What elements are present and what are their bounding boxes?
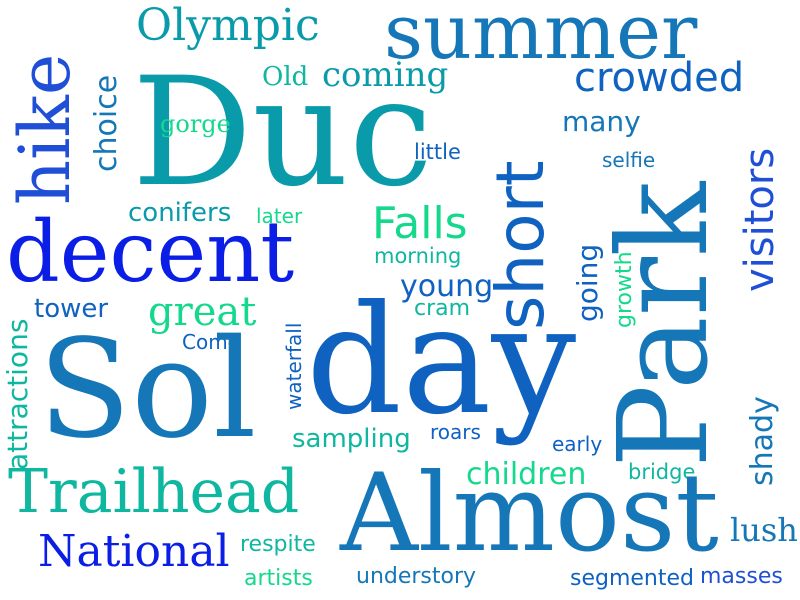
word-conifers: conifers [128, 198, 232, 228]
word-understory: understory [356, 564, 477, 589]
word-early: early [552, 432, 603, 456]
word-shady: shady [745, 396, 780, 486]
word-crowded: crowded [574, 55, 745, 101]
word-decent: decent [6, 203, 295, 301]
word-come: Come [182, 330, 240, 354]
word-young: young [400, 269, 494, 304]
word-gorge: gorge [160, 110, 231, 138]
word-summer: summer [384, 0, 698, 76]
word-children: children [466, 457, 587, 492]
word-day: day [306, 274, 577, 448]
word-little: little [414, 140, 461, 164]
word-many: many [562, 105, 641, 138]
word-later: later [256, 204, 303, 228]
word-national: National [38, 526, 230, 577]
word-great: great [148, 289, 257, 335]
word-segmented: segmented [570, 566, 694, 591]
word-cram: cram [414, 296, 471, 321]
word-almost: Almost [340, 451, 719, 576]
word-bridge: bridge [628, 460, 696, 484]
word-visitors: visitors [737, 147, 783, 292]
word-sol: Sol [38, 311, 257, 469]
word-waterfall: waterfall [282, 322, 306, 410]
word-growth: growth [612, 251, 637, 328]
word-artists: artists [244, 566, 313, 591]
word-masses: masses [700, 564, 783, 589]
word-respite: respite [240, 532, 316, 557]
word-lush: lush [730, 511, 798, 549]
word-tower: tower [34, 294, 109, 324]
word-duc: Duc [132, 46, 433, 220]
word-morning: morning [374, 244, 462, 268]
word-falls: Falls [372, 198, 468, 249]
word-roars: roars [430, 420, 481, 444]
word-old: Old [262, 62, 309, 92]
word-trailhead: Trailhead [8, 457, 300, 527]
word-choice: choice [89, 74, 124, 172]
word-sampling: sampling [292, 424, 411, 454]
word-selfie: selfie [602, 148, 656, 172]
word-coming: coming [322, 55, 449, 95]
word-going: going [571, 243, 604, 322]
word-attractions: attractions [1, 318, 34, 470]
word-hike: hike [4, 53, 86, 205]
word-olympic: Olympic [136, 0, 320, 51]
